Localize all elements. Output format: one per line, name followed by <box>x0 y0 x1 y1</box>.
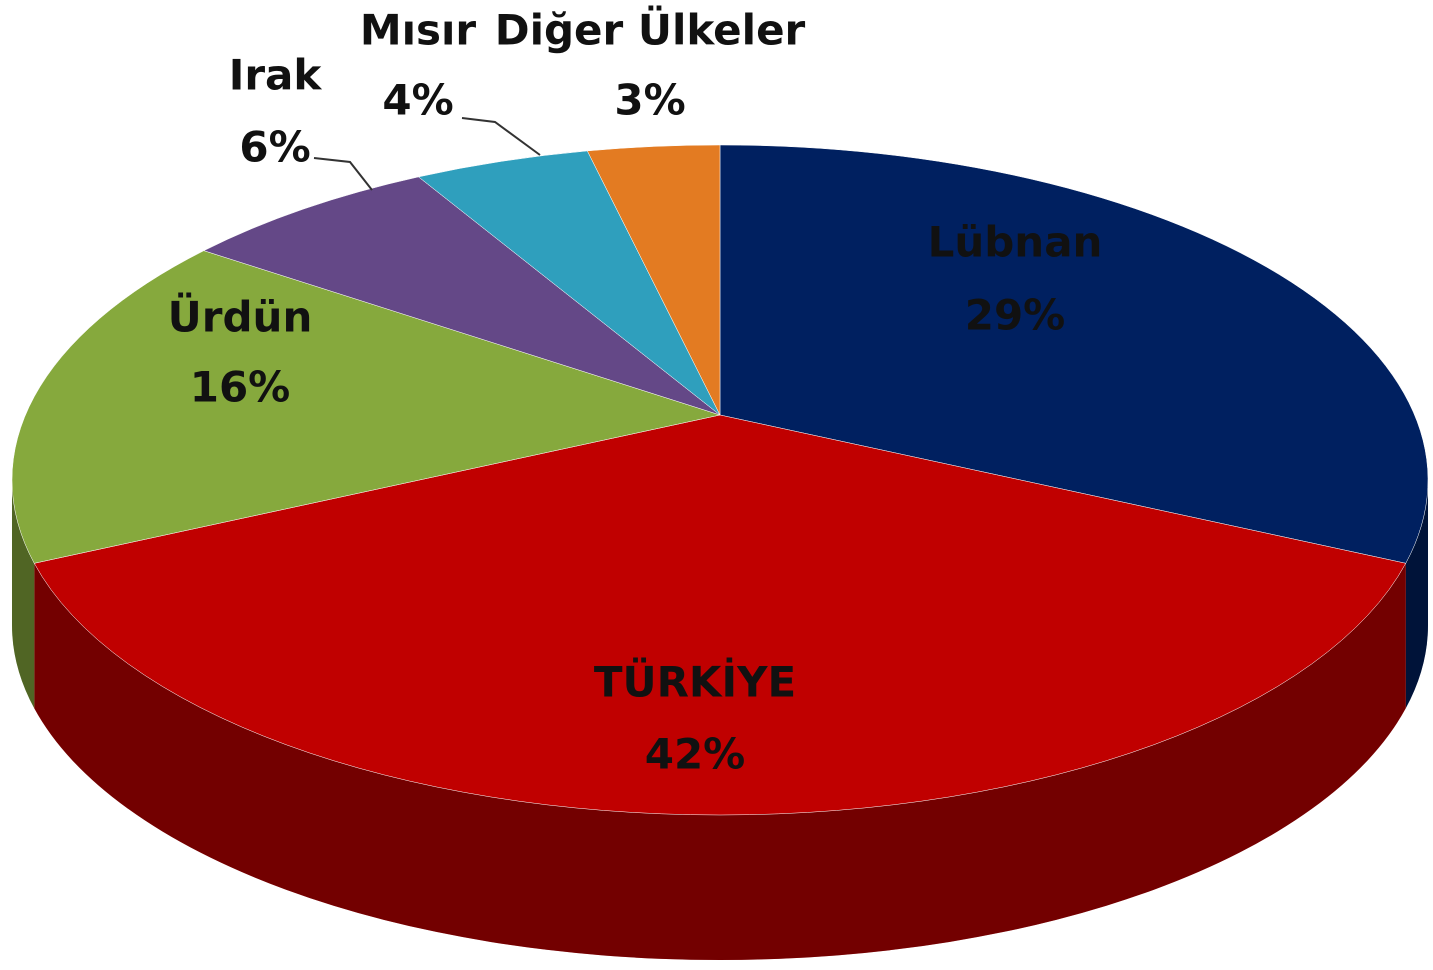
pie-side-shade <box>12 480 35 709</box>
pie-slice <box>203 176 721 416</box>
pie-slice <box>586 144 721 416</box>
leader-line <box>313 157 373 191</box>
pie-side <box>12 480 35 709</box>
pie-slice <box>11 250 721 564</box>
value-label: 4% <box>382 76 453 125</box>
pie-side <box>1405 480 1428 709</box>
pie-tops <box>11 144 1429 816</box>
pie-sides <box>12 480 1428 960</box>
value-label: 42% <box>645 730 746 779</box>
pie-side-shade <box>1405 480 1428 709</box>
value-label: 16% <box>190 363 291 412</box>
value-label: 3% <box>614 76 685 125</box>
category-label: TÜRKİYE <box>594 657 796 707</box>
labels: Lübnan 29% TÜRKİYE 42% Ürdün 16% Irak 6% Mısır 4%… <box>168 5 1103 779</box>
value-label: 29% <box>965 291 1066 340</box>
pie-side <box>34 563 1406 960</box>
pie-side-shade <box>34 563 1406 960</box>
category-label: Lübnan <box>928 218 1103 267</box>
pie-slice <box>719 144 1429 564</box>
category-label: Ürdün <box>168 292 313 342</box>
category-label: Diğer Ülkeler <box>495 5 806 55</box>
category-label: Irak <box>229 51 323 100</box>
leader-line <box>461 117 541 156</box>
category-label: Mısır <box>360 6 477 55</box>
pie-slice <box>417 150 721 416</box>
value-label: 6% <box>239 123 310 172</box>
pie-slice <box>33 414 1407 816</box>
